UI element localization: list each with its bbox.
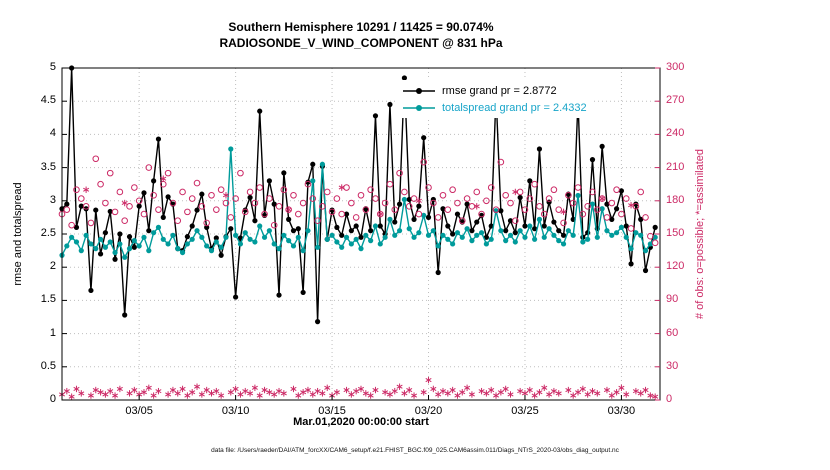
left-y-tick-label: 2	[49, 260, 56, 273]
left-y-tick-label: 1.5	[40, 293, 56, 306]
chart-title: Southern Hemisphere 10291 / 11425 = 90.0…	[228, 20, 494, 34]
right-y-tick-label: 300	[666, 61, 685, 73]
right-y-tick-label: 240	[666, 127, 685, 140]
right-y-tick-label: 210	[666, 160, 685, 173]
x-axis-label: Mar.01,2020 00:00:00 start	[293, 416, 429, 428]
legend: rmse grand pr = 2.8772 totalspread grand…	[396, 80, 593, 118]
left-y-tick-label: 0.5	[40, 359, 56, 372]
right-y-tick-label: 30	[666, 359, 679, 372]
totalspread-line-swatch-icon	[403, 104, 435, 111]
legend-label-rmse: rmse grand pr = 2.8772	[442, 84, 557, 97]
chart-subtitle: RADIOSONDE_V_WIND_COMPONENT @ 831 hPa	[219, 36, 503, 50]
right-y-tick-label: 90	[666, 293, 679, 306]
x-tick-label: 03/30	[607, 405, 636, 417]
x-tick-label: 03/10	[221, 405, 250, 417]
x-tick-label: 03/05	[125, 405, 153, 417]
x-tick-label: 03/20	[414, 405, 443, 417]
left-y-tick-label: 3.5	[40, 160, 56, 173]
right-y-tick-label: 180	[666, 193, 685, 206]
right-y-tick-label: 150	[666, 227, 685, 239]
rmse-line-swatch-icon	[403, 87, 435, 94]
left-y-tick-label: 4	[49, 127, 56, 140]
x-tick-label: 03/25	[511, 405, 539, 417]
right-y-tick-label: 270	[666, 94, 685, 107]
data-file-caption: data file: /Users/raeder/DAI/ATM_forcXX/…	[211, 447, 619, 454]
legend-entry-totalspread: totalspread grand pr = 2.4332	[402, 99, 587, 116]
legend-label-totalspread: totalspread grand pr = 2.4332	[442, 101, 587, 114]
legend-entry-rmse: rmse grand pr = 2.8772	[402, 82, 587, 99]
left-y-tick-label: 1	[49, 326, 56, 339]
left-y-tick-label: 3	[49, 193, 56, 206]
left-y-tick-label: 4.5	[40, 94, 56, 107]
left-y-tick-label: 5	[49, 61, 56, 73]
left-y-tick-label: 2.5	[40, 227, 56, 239]
x-tick-label: 03/15	[318, 405, 346, 417]
right-y-tick-label: 60	[666, 326, 679, 339]
right-y-tick-label: 0	[666, 393, 673, 405]
right-y-tick-label: 120	[666, 260, 685, 273]
left-y-tick-label: 0	[49, 393, 56, 405]
